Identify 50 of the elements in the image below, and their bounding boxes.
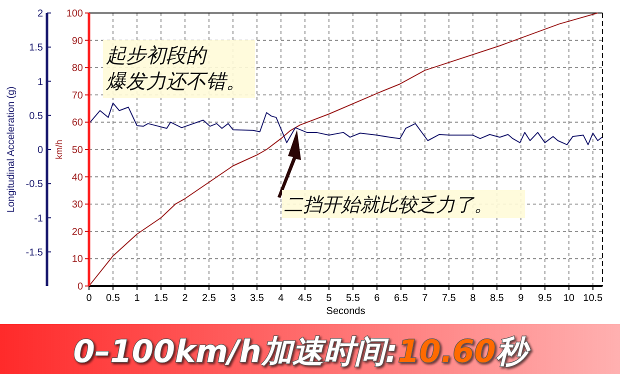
x-tick-label: 10 [563,293,575,304]
x-tick-label: 8.5 [490,293,504,304]
x-tick-label: 2 [182,293,188,304]
y-tick-label: 10 [72,254,84,266]
x-tick-label: 8 [470,293,476,304]
y-tick-label: 70 [72,90,84,102]
y-tick-label: 80 [72,63,84,74]
y2-tick-label: -1.5 [26,247,44,258]
x-tick-label: 1.5 [154,293,168,304]
annotation: 爆发力还不错。 [105,69,246,93]
x-tick-label: 3.5 [250,293,264,304]
x-tick-label: 9 [518,293,524,304]
y2-tick-label: 2 [37,8,44,20]
x-tick-label: 1 [134,293,140,304]
y2-axis-title: Longitudinal Acceleration (g) [6,86,17,213]
x-tick-label: 2.5 [202,293,216,304]
x-tick-label: 0 [86,293,92,304]
text: 0–100km/h加速时间:10.60秒 [73,334,531,370]
y-axis-title: km/h [54,140,64,160]
y-tick-label: 40 [72,172,84,184]
x-tick-label: 5.5 [346,293,360,304]
y2-tick-label: 1.5 [29,42,44,54]
y2-tick-label: 0 [37,145,44,156]
y-tick-label: 30 [72,200,84,211]
annotation: 起步初段的 [106,43,208,67]
x-tick-label: 6.5 [394,293,408,304]
y-tick-label: 90 [72,36,84,47]
y2-tick-label: -0.5 [26,179,44,190]
line-series [88,102,603,146]
x-tick-label: 7.5 [442,293,456,304]
annotation: 二挡开始就比较乏力了。 [284,194,493,216]
y2-tick-label: 0.5 [29,110,44,122]
y2-tick-label: 1 [37,76,44,88]
x-tick-label: 5 [326,293,332,304]
x-tick-label: 0.5 [106,293,120,304]
x-tick-label: 10.5 [583,293,604,304]
x-tick-label: 6 [374,293,380,304]
x-tick-label: 4.5 [298,293,312,304]
y-tick-label: 0 [77,282,84,292]
line-series [88,12,598,286]
x-tick-label: 7 [422,293,428,304]
y-tick-label: 50 [72,145,84,156]
y2-tick-label: -1 [34,213,44,224]
x-tick-label: 4 [278,293,284,304]
y-tick-label: 100 [66,8,84,20]
y-tick-label: 60 [72,118,84,129]
x-tick-label: 9.5 [538,293,552,304]
x-tick-label: 3 [230,293,236,304]
x-axis-title: Seconds [326,306,366,317]
y-tick-label: 20 [72,226,84,238]
